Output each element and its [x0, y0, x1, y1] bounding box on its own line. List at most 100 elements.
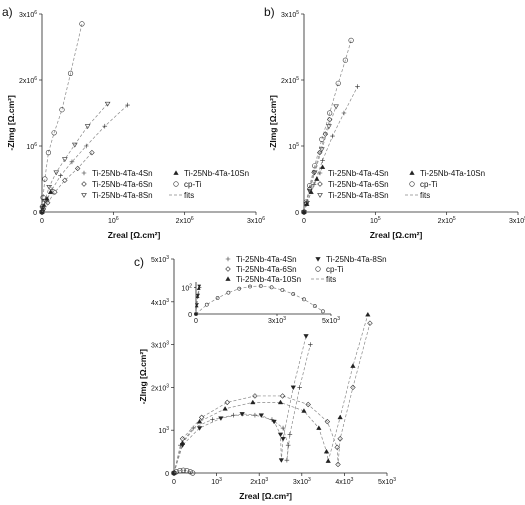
legend-marker — [409, 170, 415, 175]
data-point — [330, 133, 335, 139]
data-point-shape — [306, 186, 313, 192]
data-point-shape — [69, 159, 75, 165]
fit-line — [173, 323, 371, 474]
data-point-shape — [280, 436, 286, 442]
data-point-shape — [342, 57, 348, 63]
data-point — [305, 401, 311, 408]
data-point-shape — [301, 209, 307, 214]
x-tick-label-mantissa: 10 — [108, 218, 116, 225]
data-point — [301, 408, 307, 413]
data-point-shape — [218, 416, 224, 421]
inset-y-tick-label-exponent: 2 — [189, 283, 192, 289]
data-point-shape — [62, 157, 68, 163]
data-point-shape — [335, 461, 341, 468]
inset-data-point — [291, 292, 296, 296]
inset-x-tick-label: 3x103 — [268, 316, 286, 325]
series-diamond — [301, 116, 333, 215]
data-point-shape — [327, 110, 333, 116]
data-point-shape — [330, 133, 335, 139]
data-point — [325, 458, 331, 463]
data-point — [222, 406, 228, 411]
inset-data-point — [258, 284, 263, 288]
inset-y-tick-label-mantissa: 10 — [181, 285, 189, 292]
y-tick-label: 106 — [26, 142, 37, 151]
data-point — [89, 149, 95, 156]
data-point — [280, 425, 286, 431]
fit-line — [173, 469, 193, 474]
data-point — [74, 165, 81, 172]
inset-data-point-shape — [196, 286, 201, 290]
legend-label: fits — [420, 191, 430, 200]
data-point-shape — [277, 399, 284, 405]
data-point-shape — [350, 363, 356, 368]
fit-line — [303, 119, 331, 213]
data-point-shape — [319, 164, 326, 169]
data-point-shape — [239, 412, 245, 417]
y-tick-label-mantissa: 3x10 — [151, 343, 166, 350]
data-point — [177, 468, 183, 474]
legend-marker — [317, 170, 323, 176]
legend-marker-shape — [81, 193, 87, 198]
legend-label: cp-Ti — [420, 180, 438, 189]
data-point — [79, 21, 85, 27]
data-point-shape — [285, 442, 291, 448]
fit-line — [41, 152, 93, 213]
data-point-shape — [287, 432, 293, 437]
data-point — [324, 418, 331, 425]
legend-marker-shape — [81, 170, 87, 176]
legend-marker-shape — [315, 266, 321, 272]
y-tick-label-mantissa: 3x10 — [281, 12, 296, 19]
x-tick-label-exponent: 6 — [262, 216, 265, 222]
y-tick-label: 0 — [165, 471, 169, 478]
x-tick-label-mantissa: 10 — [370, 218, 378, 225]
data-point — [316, 425, 322, 430]
inset-data-point — [237, 286, 242, 291]
data-point — [311, 181, 317, 187]
data-point-shape — [58, 173, 63, 178]
series-circle — [171, 467, 196, 476]
data-point-shape — [326, 124, 332, 130]
legend-marker — [81, 170, 87, 176]
data-point-shape — [280, 425, 286, 431]
data-point-shape — [252, 393, 258, 399]
data-point — [303, 334, 309, 339]
data-point-shape — [319, 147, 325, 153]
data-point-shape — [89, 149, 95, 156]
legend-marker — [317, 181, 323, 187]
legend-label: Ti-25Nb-4Ta-6Sn — [236, 265, 297, 274]
fit-line — [303, 106, 337, 213]
data-point — [83, 143, 89, 149]
legend-label: Ti-25Nb-4Ta-10Sn — [184, 169, 249, 178]
x-tick-label-mantissa: 3x10 — [509, 218, 524, 225]
data-point — [314, 176, 320, 181]
y-tick-label: 3x105 — [281, 10, 299, 19]
data-point — [102, 123, 108, 129]
x-tick-label-mantissa: 2x10 — [176, 218, 191, 225]
y-tick-label-mantissa: 10 — [158, 428, 166, 435]
data-point — [258, 413, 264, 418]
x-tick-label-mantissa: 5x10 — [378, 479, 393, 486]
inset-data-point-shape — [237, 286, 242, 291]
data-point — [252, 393, 258, 399]
panel-label: c) — [134, 255, 144, 269]
data-point-shape — [46, 185, 52, 190]
data-point-shape — [311, 181, 317, 187]
inset-data-point-shape — [280, 288, 285, 292]
legend-marker — [315, 266, 321, 272]
legend-label: cp-Ti — [184, 180, 202, 189]
y-tick-label: 0 — [295, 210, 299, 217]
data-point — [44, 200, 51, 206]
fit-line — [173, 314, 369, 474]
y-tick-label: 2x103 — [151, 383, 169, 392]
inset-y-tick-label: 102 — [181, 283, 192, 292]
inset-data-point — [194, 304, 199, 308]
data-point-shape — [337, 436, 343, 442]
y-tick-label-exponent: 5 — [296, 76, 299, 82]
legend-marker — [409, 181, 415, 187]
data-point-shape — [305, 401, 311, 408]
legend-marker-shape — [173, 181, 179, 187]
inset-data-point-shape — [194, 304, 199, 308]
x-tick-label: 0 — [172, 479, 176, 486]
legend-label: cp-Ti — [326, 265, 344, 274]
data-point-shape — [104, 101, 111, 107]
